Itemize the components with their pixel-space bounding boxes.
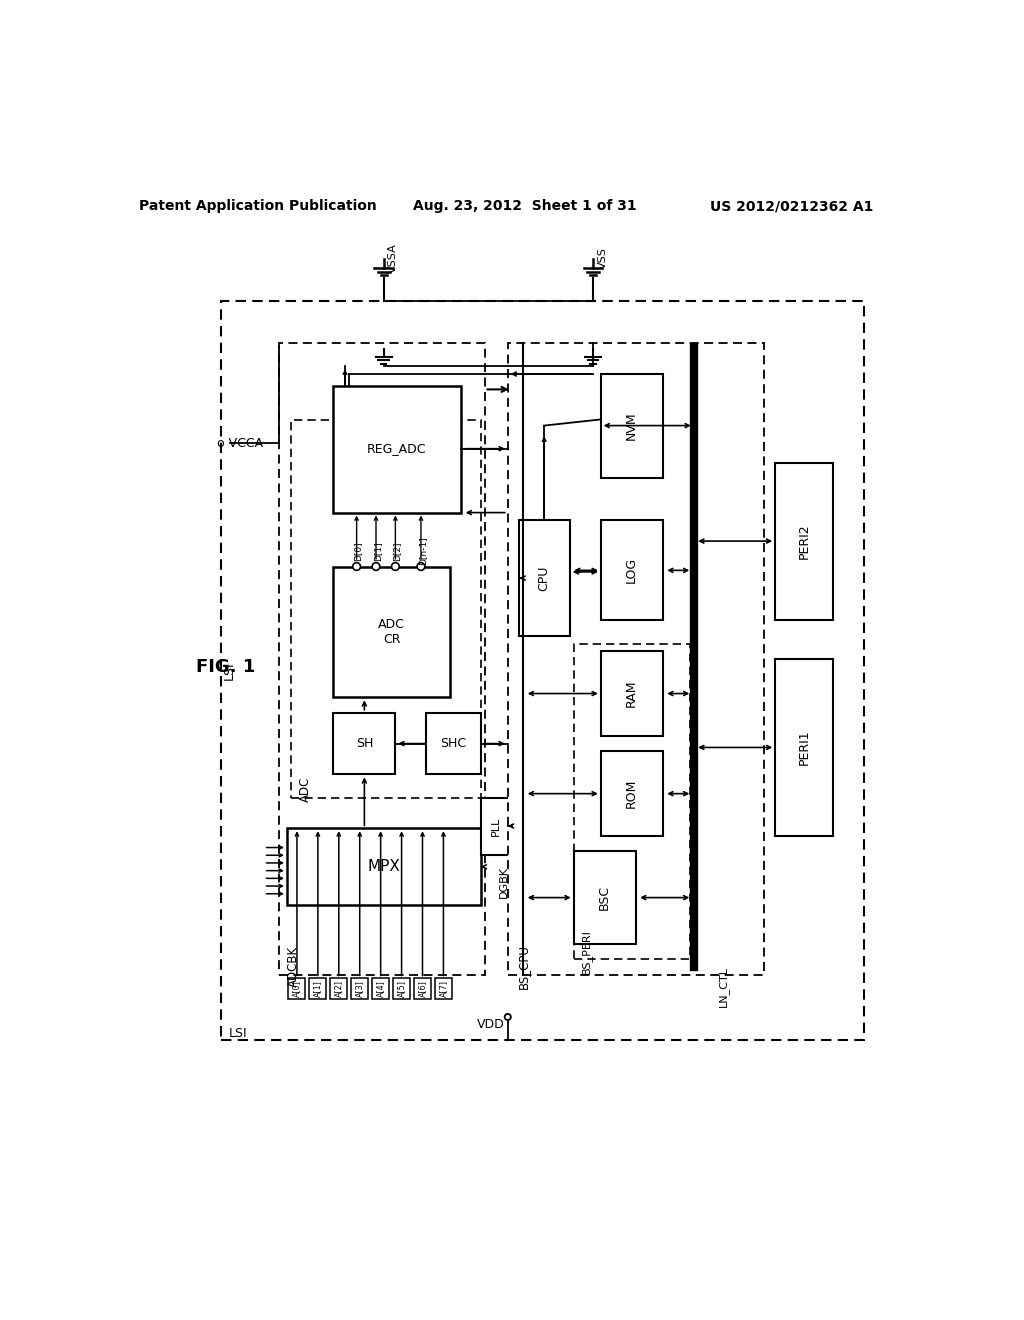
Text: A[5]: A[5]	[397, 979, 407, 997]
Bar	[291, 420, 480, 797]
Bar	[334, 713, 395, 775]
Text: Patent Application Publication: Patent Application Publication	[139, 199, 377, 213]
Text: PERI2: PERI2	[798, 523, 810, 558]
Text: A[3]: A[3]	[355, 979, 365, 997]
Text: A[2]: A[2]	[334, 979, 343, 997]
Text: A[4]: A[4]	[376, 979, 385, 997]
Bar	[573, 644, 690, 960]
Text: FIG. 1: FIG. 1	[197, 657, 256, 676]
Bar	[519, 520, 569, 636]
Text: DGBK: DGBK	[499, 866, 509, 898]
Text: ADC: ADC	[299, 777, 311, 803]
Text: SH: SH	[355, 737, 373, 750]
Text: LSI: LSI	[222, 661, 236, 680]
Text: VSS: VSS	[598, 248, 607, 269]
Text: MPX: MPX	[368, 859, 400, 874]
Bar	[601, 374, 663, 478]
Text: LN_CTL: LN_CTL	[718, 966, 729, 1007]
Text: BSC: BSC	[598, 884, 611, 911]
Text: LOG: LOG	[626, 557, 638, 583]
Text: ADCBK: ADCBK	[287, 946, 300, 987]
Text: D[0]: D[0]	[353, 541, 362, 561]
Bar	[775, 659, 834, 836]
Bar	[331, 978, 347, 999]
Bar	[221, 301, 864, 1040]
Text: ROM: ROM	[626, 779, 638, 808]
Text: RAM: RAM	[626, 680, 638, 708]
Bar	[334, 566, 450, 697]
Text: A[7]: A[7]	[439, 979, 447, 997]
Bar	[393, 978, 410, 999]
Text: o VCCA: o VCCA	[217, 437, 263, 450]
Text: PERI1: PERI1	[798, 730, 810, 766]
Text: US 2012/0212362 A1: US 2012/0212362 A1	[710, 199, 873, 213]
Bar	[573, 851, 636, 944]
Text: Aug. 23, 2012  Sheet 1 of 31: Aug. 23, 2012 Sheet 1 of 31	[413, 199, 637, 213]
Text: LSI: LSI	[228, 1027, 248, 1040]
Bar	[508, 343, 764, 974]
Text: ADC: ADC	[378, 618, 404, 631]
Text: BS_PERI: BS_PERI	[582, 929, 592, 974]
Bar	[414, 978, 431, 999]
Text: REG_ADC: REG_ADC	[368, 442, 427, 455]
Bar	[289, 978, 305, 999]
Text: D[n-1]: D[n-1]	[418, 537, 427, 565]
Circle shape	[417, 562, 425, 570]
Bar	[435, 978, 452, 999]
Bar	[480, 797, 512, 855]
Bar	[351, 978, 369, 999]
Text: VDD: VDD	[477, 1018, 505, 1031]
Text: SHC: SHC	[440, 737, 467, 750]
Circle shape	[505, 1014, 511, 1020]
Bar	[601, 651, 663, 737]
Text: D[1]: D[1]	[373, 541, 382, 561]
Text: A[0]: A[0]	[293, 979, 301, 997]
Text: D[2]: D[2]	[392, 541, 401, 561]
Text: A[1]: A[1]	[313, 979, 323, 997]
Text: VSSA: VSSA	[388, 244, 398, 273]
Text: PLL: PLL	[492, 816, 501, 836]
Bar	[309, 978, 327, 999]
Text: CPU: CPU	[538, 565, 551, 591]
Bar	[426, 713, 480, 775]
Circle shape	[372, 562, 380, 570]
Bar	[775, 462, 834, 620]
Bar	[287, 829, 480, 906]
Bar	[601, 520, 663, 620]
Bar	[334, 385, 461, 512]
Circle shape	[352, 562, 360, 570]
Text: CR: CR	[383, 634, 400, 647]
Bar	[372, 978, 389, 999]
Text: A[6]: A[6]	[418, 979, 427, 997]
Text: NVM: NVM	[626, 412, 638, 440]
Circle shape	[391, 562, 399, 570]
Bar	[280, 343, 484, 974]
Text: BS_CPU: BS_CPU	[517, 945, 530, 989]
Bar	[601, 751, 663, 836]
